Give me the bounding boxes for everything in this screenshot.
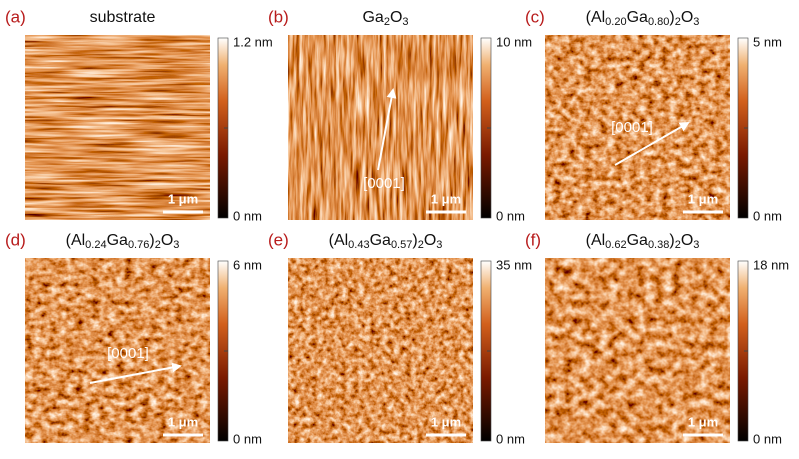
title-text: Ga <box>627 9 648 26</box>
colorbar-max: 5 nm <box>753 34 782 49</box>
colorbar-min: 0 nm <box>753 431 782 446</box>
scale-bar-label: 1 μm <box>688 414 718 429</box>
title-subscript: 0.20 <box>605 16 626 28</box>
colorbar-max: 1.2 nm <box>233 34 273 49</box>
colorbar-max: 35 nm <box>496 257 532 272</box>
title-subscript: 3 <box>402 16 408 28</box>
afm-image <box>25 258 210 443</box>
colorbar-max: 6 nm <box>233 257 262 272</box>
afm-image <box>545 258 730 443</box>
panel: (a) substrate 1.2 nm 0 nm 1 μm <box>5 7 273 223</box>
afm-image <box>288 35 473 220</box>
colorbar-min: 0 nm <box>753 208 782 223</box>
colorbar-max: 10 nm <box>496 34 532 49</box>
panel: (b) Ga2O3 10 nm 0 nm 1 μm [0001] <box>268 7 532 223</box>
panel-label: (c) <box>525 7 545 26</box>
title-subscript: 0.76 <box>128 239 149 251</box>
title-text: O <box>161 232 173 249</box>
colorbar-min: 0 nm <box>233 431 262 446</box>
scale-bar-label: 1 μm <box>688 191 718 206</box>
colorbar-min: 0 nm <box>496 431 525 446</box>
title-subscript: 2 <box>675 16 681 28</box>
title-text: Ga <box>370 232 391 249</box>
title-text: (Al <box>66 232 86 249</box>
title-text: Ga <box>107 232 128 249</box>
panel-title: Ga2O3 <box>362 9 408 28</box>
title-text: ) <box>149 232 154 249</box>
panel-label: (f) <box>525 230 541 249</box>
title-subscript: 2 <box>675 239 681 251</box>
panel-title: (Al0.20Ga0.80)2O3 <box>586 9 700 28</box>
direction-arrow <box>614 122 690 166</box>
title-subscript: 2 <box>418 239 424 251</box>
direction-label: [0001] <box>363 175 405 192</box>
title-text: Ga <box>362 9 383 26</box>
scale-bar-label: 1 μm <box>431 191 461 206</box>
scale-bar-label: 1 μm <box>431 414 461 429</box>
direction-arrow <box>89 362 182 384</box>
title-subscript: 3 <box>693 239 699 251</box>
colorbar-max: 18 nm <box>753 257 789 272</box>
panel-label: (a) <box>5 7 26 26</box>
title-subscript: 0.57 <box>391 239 412 251</box>
panel-title: (Al0.43Ga0.57)2O3 <box>329 232 443 251</box>
title-subscript: 3 <box>436 239 442 251</box>
panel-title: substrate <box>90 9 156 26</box>
direction-label: [0001] <box>611 119 653 136</box>
afm-image <box>545 35 730 220</box>
direction-arrow <box>377 88 397 171</box>
panel-label: (b) <box>268 7 289 26</box>
title-subscript: 2 <box>384 16 390 28</box>
title-subscript: 0.43 <box>348 239 369 251</box>
afm-image <box>288 258 473 443</box>
direction-label: [0001] <box>107 345 149 362</box>
title-subscript: 0.80 <box>648 16 669 28</box>
panel-label: (e) <box>268 230 289 249</box>
panel: (d) (Al0.24Ga0.76)2O3 6 nm 0 nm 1 μm [0001] <box>5 230 262 446</box>
title-text: ) <box>669 232 674 249</box>
title-text: O <box>424 232 436 249</box>
scale-bar-label: 1 μm <box>168 191 198 206</box>
title-text: substrate <box>90 9 156 26</box>
panel-label: (d) <box>5 230 26 249</box>
title-subscript: 0.62 <box>605 239 626 251</box>
title-text: (Al <box>329 232 349 249</box>
title-text: Ga <box>627 232 648 249</box>
title-text: (Al <box>586 9 606 26</box>
title-subscript: 0.24 <box>85 239 106 251</box>
title-subscript: 3 <box>173 239 179 251</box>
title-text: O <box>390 9 402 26</box>
title-text: O <box>681 232 693 249</box>
afm-image <box>25 35 210 220</box>
panel-title: (Al0.62Ga0.38)2O3 <box>586 232 700 251</box>
panel-title: (Al0.24Ga0.76)2O3 <box>66 232 180 251</box>
colorbar-min: 0 nm <box>233 208 262 223</box>
panel: (e) (Al0.43Ga0.57)2O3 35 nm 0 nm 1 μm <box>268 230 532 446</box>
title-subscript: 2 <box>155 239 161 251</box>
scale-bar-label: 1 μm <box>168 414 198 429</box>
title-text: O <box>681 9 693 26</box>
title-text: ) <box>412 232 417 249</box>
panel: (f) (Al0.62Ga0.38)2O3 18 nm 0 nm 1 μm <box>525 230 789 446</box>
title-text: (Al <box>586 232 606 249</box>
panel: (c) (Al0.20Ga0.80)2O3 5 nm 0 nm 1 μm [0001] <box>525 7 782 223</box>
title-subscript: 3 <box>693 16 699 28</box>
title-subscript: 0.38 <box>648 239 669 251</box>
title-text: ) <box>669 9 674 26</box>
colorbar-min: 0 nm <box>496 208 525 223</box>
